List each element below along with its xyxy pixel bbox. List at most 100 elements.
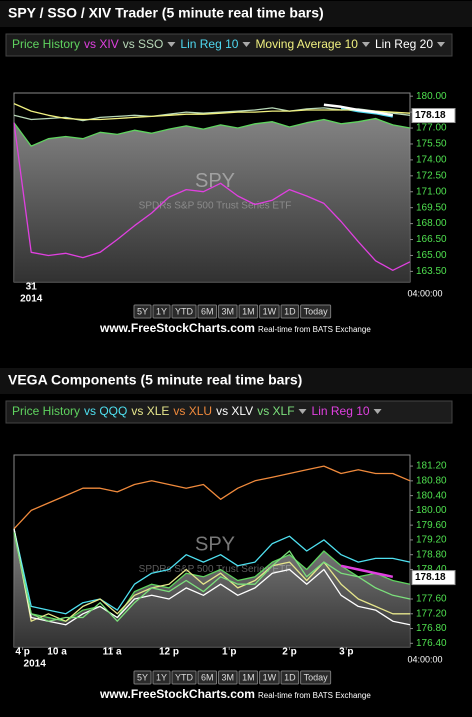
range-button-label[interactable]: 1Y: [156, 672, 167, 682]
range-button-label[interactable]: 1W: [263, 306, 277, 316]
range-button-label[interactable]: 1M: [242, 672, 255, 682]
watermark: SPY: [195, 534, 235, 556]
last-price-label: 178.18: [415, 572, 446, 583]
range-button[interactable]: [152, 304, 171, 319]
range-button-label[interactable]: 3M: [222, 306, 235, 316]
x-tick-label: 4 p: [15, 647, 29, 658]
range-button-label[interactable]: 1Y: [156, 306, 167, 316]
range-button-label[interactable]: 1W: [263, 672, 277, 682]
range-button-label[interactable]: 5Y: [137, 306, 148, 316]
range-button[interactable]: [238, 304, 259, 319]
range-button-label[interactable]: YTD: [175, 672, 194, 682]
dropdown-arrow[interactable]: [242, 42, 251, 47]
range-button-label[interactable]: 1D: [284, 306, 296, 316]
range-button-label[interactable]: 3M: [222, 672, 235, 682]
y-tick-label: 181.20: [416, 461, 447, 472]
legend-entry[interactable]: Moving Average 10: [255, 37, 358, 51]
range-button[interactable]: [238, 670, 259, 685]
range-button-label[interactable]: 6M: [201, 306, 214, 316]
x-tick-label: 10 a: [47, 647, 67, 658]
series-line: [323, 103, 394, 117]
site-link[interactable]: www.FreeStockCharts.com: [99, 687, 255, 701]
dropdown-arrow[interactable]: [167, 42, 176, 47]
legend-entry[interactable]: vs XLF: [257, 404, 294, 418]
x-tick-label: 1 p: [222, 647, 236, 658]
legend-bar: [5, 400, 453, 424]
last-price-box: [411, 108, 456, 124]
series-line: [13, 117, 411, 147]
range-button-label[interactable]: 1D: [284, 672, 296, 682]
range-button[interactable]: [218, 304, 238, 319]
series-line: [13, 465, 411, 530]
range-button-label[interactable]: Today: [304, 306, 329, 316]
y-tick-label: 177.20: [416, 608, 447, 619]
dropdown-arrow[interactable]: [361, 42, 370, 47]
watermark-subtitle: SPDRs S&P 500 Trust Series ETF: [139, 564, 292, 575]
y-tick-label: 177.60: [416, 594, 447, 605]
range-button-label[interactable]: 5Y: [137, 672, 148, 682]
legend-entry[interactable]: vs QQQ: [84, 404, 127, 418]
y-tick-label: 177.00: [416, 123, 447, 134]
range-button[interactable]: [280, 670, 300, 685]
y-tick-label: 166.50: [416, 234, 447, 245]
legend-entry[interactable]: vs XLU: [173, 404, 212, 418]
range-button-label[interactable]: 6M: [201, 672, 214, 682]
legend-entry[interactable]: vs XLE: [131, 404, 169, 418]
range-button[interactable]: [280, 304, 300, 319]
legend-entry[interactable]: vs SSO: [123, 37, 164, 51]
legend-entry[interactable]: Lin Reg 10: [312, 404, 370, 418]
range-button-label[interactable]: YTD: [175, 306, 194, 316]
y-tick-label: 165.00: [416, 250, 447, 261]
title-bar: [0, 368, 472, 394]
x-tick-sublabel: 2014: [24, 659, 47, 670]
range-button[interactable]: [218, 670, 238, 685]
series-line: [13, 528, 411, 626]
series-line: [13, 122, 411, 271]
range-button[interactable]: [133, 304, 152, 319]
dropdown-arrow[interactable]: [298, 409, 307, 414]
y-tick-label: 176.80: [416, 623, 447, 634]
legend-entry[interactable]: Price History: [12, 37, 80, 51]
legend-bar: [5, 33, 453, 57]
legend-entry[interactable]: vs XIV: [84, 37, 119, 51]
y-tick-label: 180.00: [416, 505, 447, 516]
range-button[interactable]: [259, 670, 280, 685]
data-source: Real-time from BATS Exchange: [258, 325, 371, 334]
dropdown-arrow[interactable]: [437, 42, 445, 47]
y-tick-label: 180.80: [416, 475, 447, 486]
x-tick-label: 2 p: [282, 647, 296, 658]
y-tick-label: 163.50: [416, 266, 447, 277]
range-button[interactable]: [259, 304, 280, 319]
y-tick-label: 180.40: [416, 490, 447, 501]
price-area: [14, 118, 410, 282]
data-source: Real-time from BATS Exchange: [258, 691, 371, 700]
range-button[interactable]: [152, 670, 171, 685]
range-button[interactable]: [300, 670, 332, 685]
series-line: [13, 532, 411, 622]
range-button[interactable]: [197, 304, 218, 319]
range-button[interactable]: [171, 304, 197, 319]
x-tick-label: 11 a: [103, 647, 122, 658]
title-bar: [0, 1, 472, 27]
legend-entry[interactable]: Lin Reg 20: [375, 37, 433, 51]
y-tick-label: 178.80: [416, 549, 447, 560]
x-tick-label: 3 p: [339, 647, 353, 658]
y-tick-label: 168.00: [416, 218, 447, 229]
dropdown-arrow[interactable]: [373, 409, 382, 414]
x-tick-label: 12 p: [159, 647, 179, 658]
site-link[interactable]: www.FreeStockCharts.com: [99, 321, 255, 335]
range-button[interactable]: [300, 304, 332, 319]
chart-title: SPY / SSO / XIV Trader (5 minute real ti…: [8, 5, 324, 21]
range-button-label[interactable]: 1M: [242, 306, 255, 316]
y-tick-label: 179.20: [416, 535, 447, 546]
range-button[interactable]: [197, 670, 218, 685]
range-button[interactable]: [171, 670, 197, 685]
legend-entry[interactable]: Price History: [12, 404, 80, 418]
y-tick-label: 169.50: [416, 202, 447, 213]
legend-entry[interactable]: vs XLV: [216, 404, 253, 418]
legend-entry[interactable]: Lin Reg 10: [180, 37, 238, 51]
y-tick-label: 178.40: [416, 564, 447, 575]
range-button[interactable]: [133, 670, 152, 685]
range-button-label[interactable]: Today: [304, 672, 329, 682]
